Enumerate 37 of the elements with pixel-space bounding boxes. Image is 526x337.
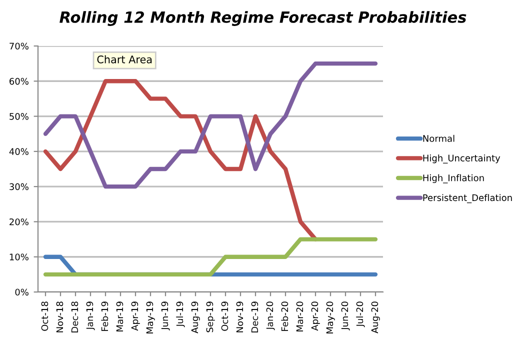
annotation: Chart Area [97, 55, 152, 64]
x-tick-label: Apr-20 [311, 302, 320, 331]
x-tick-label: Feb-19 [101, 302, 108, 331]
x-tick-label: Dec-18 [71, 302, 78, 332]
x-tick-label: Aug-19 [191, 302, 200, 334]
x-tick-label: Feb-20 [281, 302, 288, 331]
y-tick-label: 20% [10, 218, 28, 226]
x-tick-label: Jun-20 [341, 302, 350, 330]
x-tick-label: Aug-20 [371, 302, 380, 334]
x-tick-label: Jun-19 [161, 302, 170, 330]
y-tick-label: 0% [15, 288, 28, 296]
y-tick-label: 50% [10, 113, 28, 120]
y-tick-label: 60% [10, 78, 28, 85]
y-tick-label: 10% [10, 254, 28, 260]
x-tick-label: Mar-19 [116, 302, 124, 332]
y-tick-label: 70% [10, 42, 28, 50]
x-tick-label: May-19 [146, 302, 155, 334]
x-tick-label: Apr-19 [131, 302, 140, 331]
chart-title: Rolling 12 Month Regime Forecast Probabilities [60, 11, 466, 26]
x-tick-label: May-20 [326, 302, 335, 334]
legend-label: Persistent_Deflation [423, 194, 512, 204]
x-tick-label: Jan-19 [86, 302, 95, 330]
x-tick-label: Nov-19 [236, 302, 244, 332]
x-tick-label: Mar-20 [296, 302, 304, 332]
legend-label: High_Inflation [423, 174, 484, 184]
x-tick-label: Oct-18 [41, 302, 48, 331]
x-tick-label: Jul-19 [176, 302, 185, 328]
x-tick-label: Dec-19 [251, 302, 258, 332]
x-tick-label: Oct-19 [221, 302, 228, 331]
legend-label: High_Uncertainty [423, 154, 500, 164]
x-tick-label: Sep-19 [206, 302, 215, 332]
x-tick-label: Jan-20 [266, 302, 275, 330]
x-tick-label: Nov-18 [56, 302, 64, 332]
x-tick-label: Jul-20 [356, 302, 365, 328]
y-tick-label: 30% [10, 183, 28, 190]
y-tick-label: 40% [9, 148, 28, 155]
legend-label: Normal [423, 134, 454, 142]
